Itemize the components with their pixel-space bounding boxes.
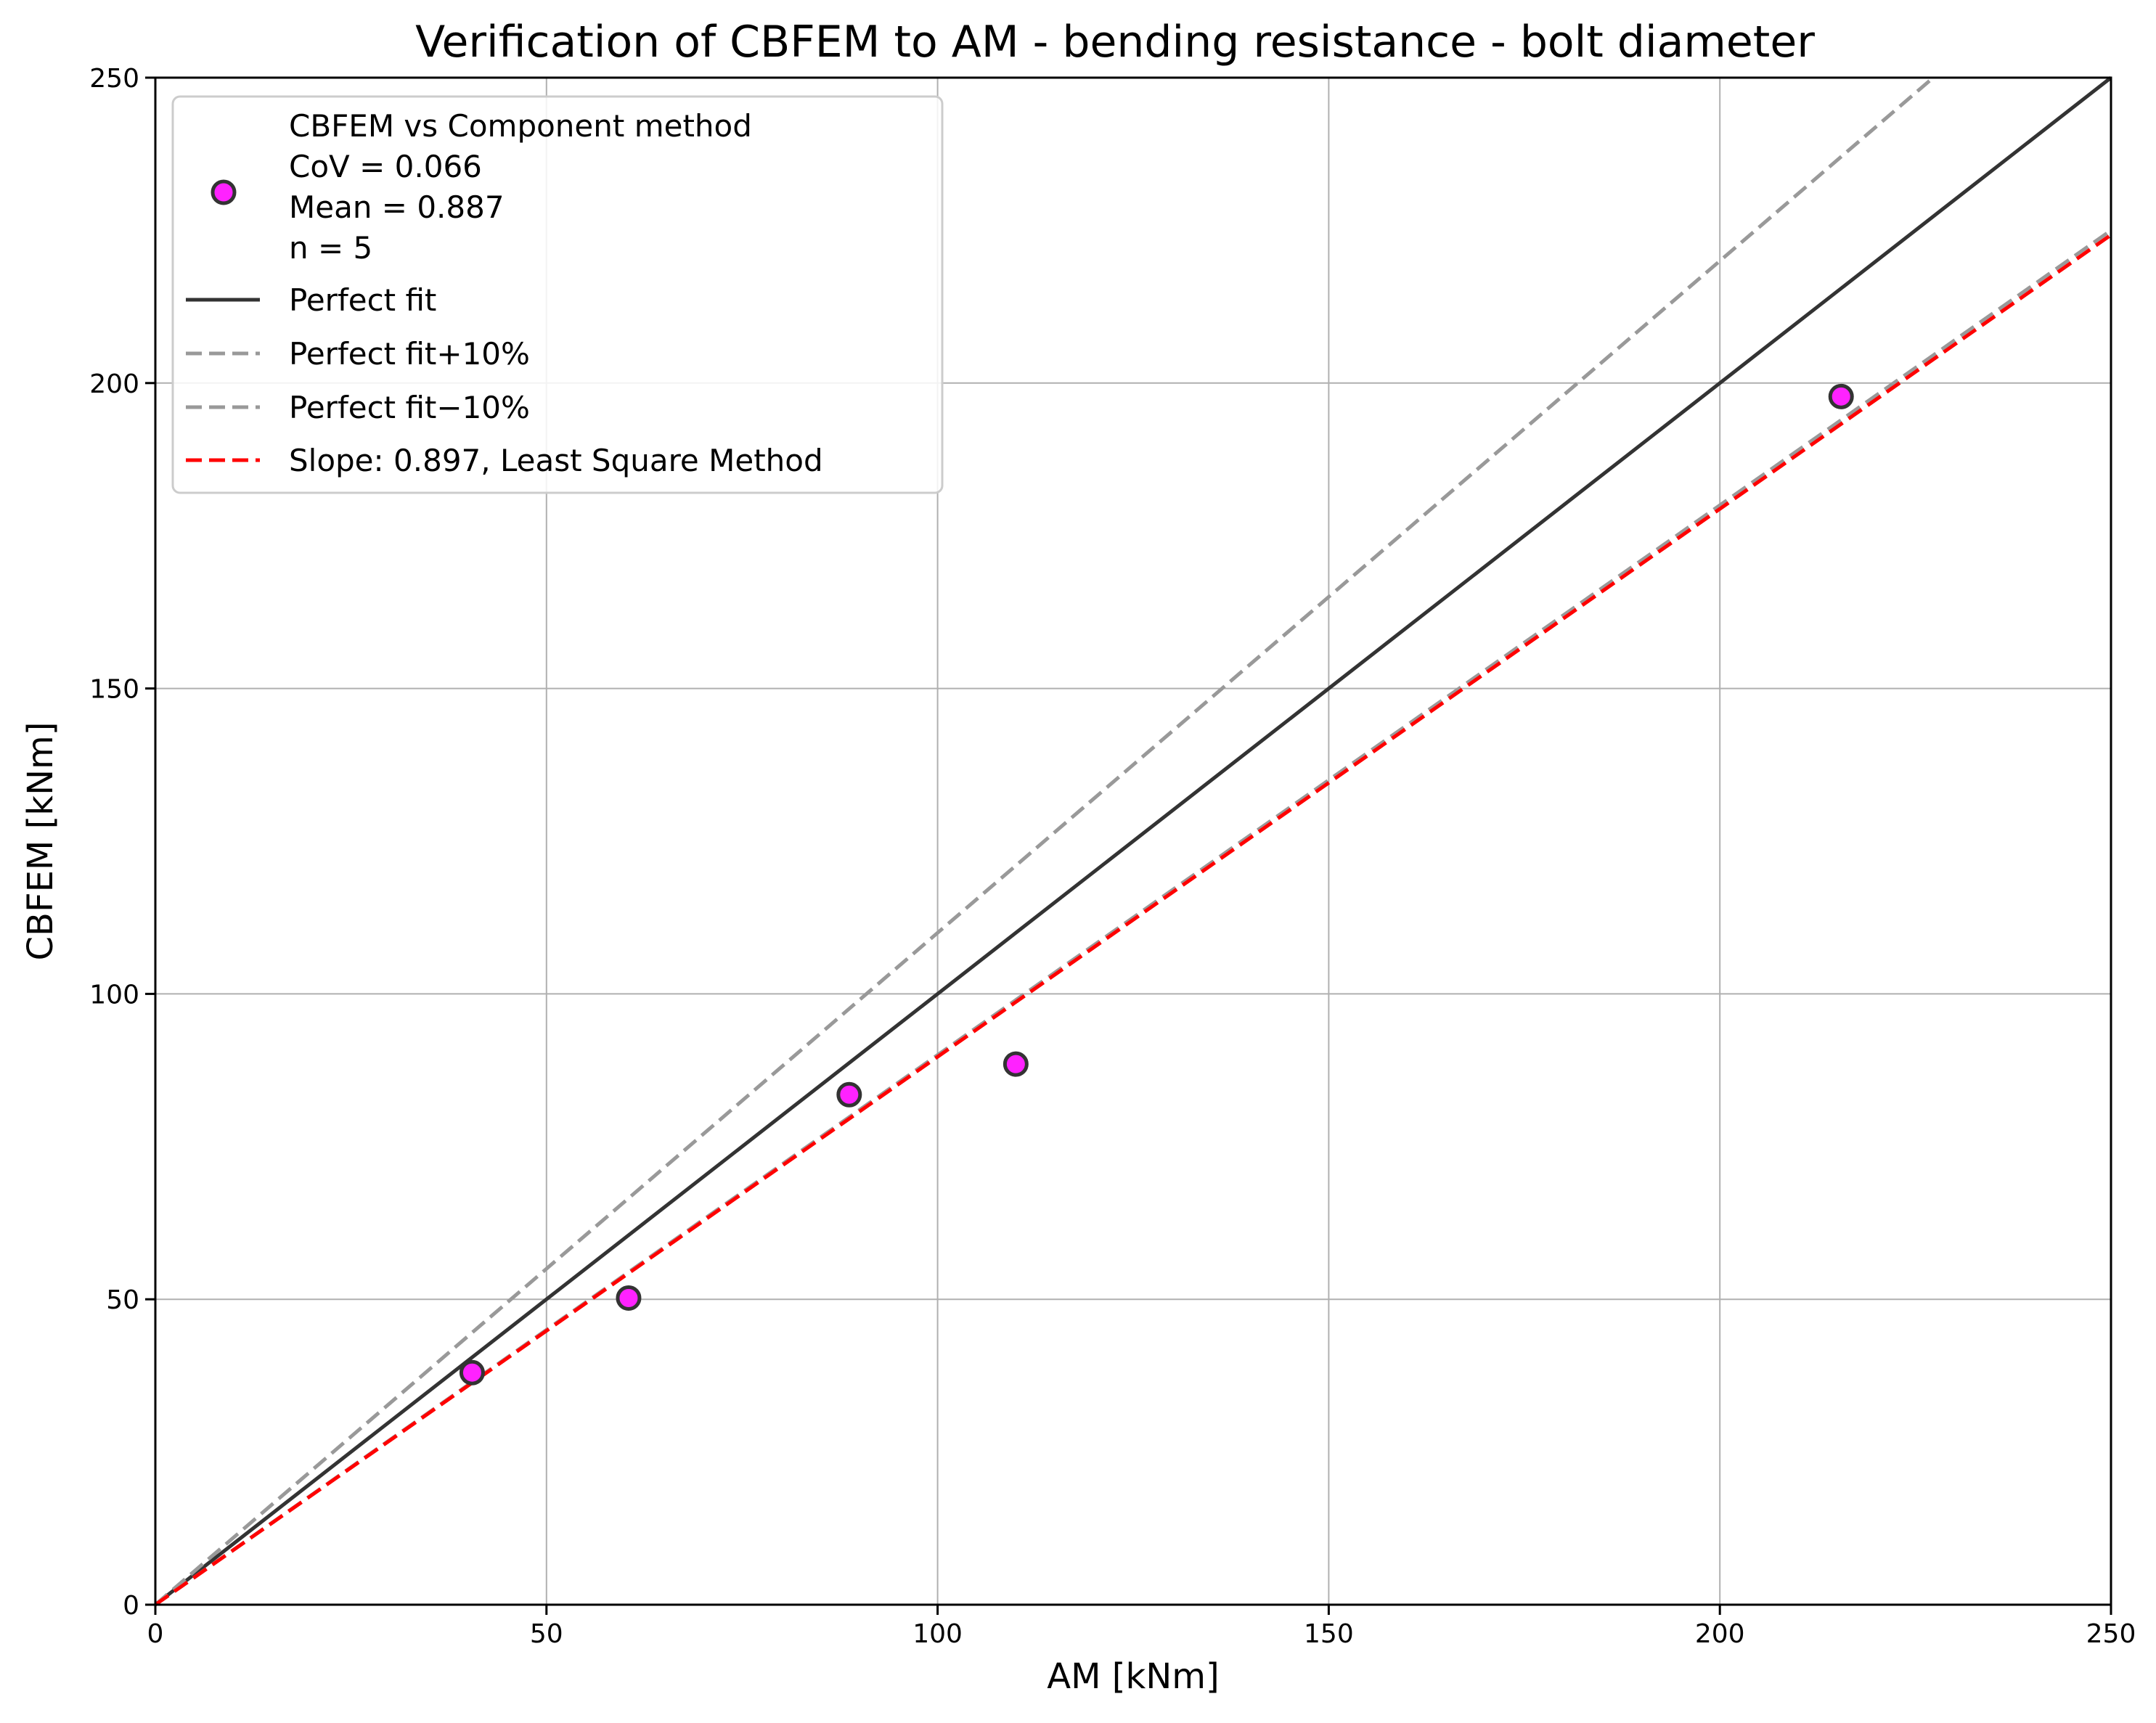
y-tick-label: 100 xyxy=(89,980,139,1010)
legend-label: Perfect fit xyxy=(289,282,436,318)
x-tick-label: 50 xyxy=(530,1619,563,1649)
legend-label: Perfect fit+10% xyxy=(289,336,530,372)
x-tick-label: 250 xyxy=(2086,1619,2136,1649)
legend-marker-scatter xyxy=(211,179,237,205)
y-tick-label: 0 xyxy=(123,1591,139,1621)
y-tick-label: 50 xyxy=(106,1285,139,1315)
x-tick-label: 200 xyxy=(1695,1619,1745,1649)
plot-frame xyxy=(154,76,2112,1606)
y-axis-label: CBFEM [kNm] xyxy=(20,722,61,961)
y-tick-label: 200 xyxy=(89,369,139,399)
x-axis-ticks: 0 50 100 150 200 250 xyxy=(147,1605,2136,1649)
y-axis-ticks: 0 50 100 150 200 250 xyxy=(89,64,155,1621)
legend-label: Perfect fit−10% xyxy=(289,390,530,425)
x-axis-label: AM [kNm] xyxy=(1047,1656,1219,1697)
chart-title: Verification of CBFEM to AM - bending re… xyxy=(415,17,1815,67)
legend: CBFEM vs Component method CoV = 0.066 Mean… xyxy=(171,95,944,494)
y-tick-label: 250 xyxy=(89,64,139,94)
x-tick-label: 0 xyxy=(147,1619,164,1649)
data-point xyxy=(459,1359,485,1386)
data-point xyxy=(836,1081,862,1108)
fit-line xyxy=(154,76,1935,1606)
legend-label: Slope: 0.897, Least Square Method xyxy=(289,443,823,478)
x-tick-label: 100 xyxy=(912,1619,963,1649)
legend-label-scatter: n = 5 xyxy=(289,230,372,266)
data-point xyxy=(1828,383,1854,409)
legend-label-scatter: CBFEM vs Component method xyxy=(289,108,752,144)
data-point xyxy=(1003,1051,1029,1077)
fit-line xyxy=(154,76,2112,1606)
data-point xyxy=(616,1285,642,1311)
legend-box xyxy=(171,95,944,494)
data-points xyxy=(459,383,1854,1386)
legend-label-scatter: Mean = 0.887 xyxy=(289,189,505,225)
x-tick-label: 150 xyxy=(1304,1619,1354,1649)
legend-label-scatter: CoV = 0.066 xyxy=(289,149,482,184)
y-tick-label: 150 xyxy=(89,675,139,705)
